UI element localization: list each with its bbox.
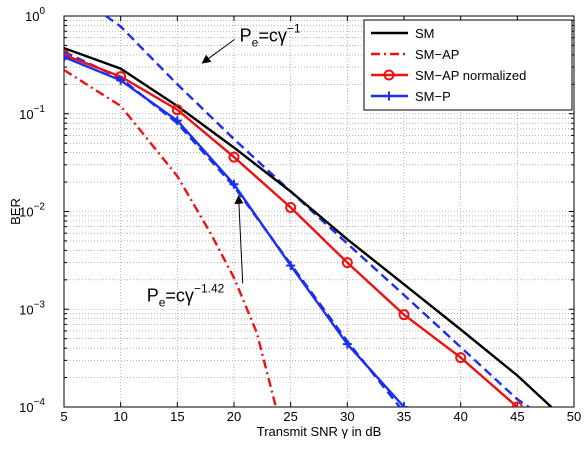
x-tick-label: 15 xyxy=(170,409,184,424)
y-tick-label: 10−4 xyxy=(19,397,45,415)
data-point-sm-ap-normalized xyxy=(455,352,467,364)
y-tick-base: 10 xyxy=(19,205,33,220)
data-point-sm-ap-normalized xyxy=(285,201,297,213)
annotation-arrow xyxy=(234,194,244,284)
grid xyxy=(64,16,574,407)
annotation-formula: =cγ xyxy=(165,286,194,306)
annotation-subscript: e xyxy=(159,296,166,310)
data-point-sm-ap-normalized xyxy=(341,257,353,269)
annotation-base: P xyxy=(240,25,252,45)
y-tick-base: 10 xyxy=(19,107,33,122)
y-tick-exponent: −2 xyxy=(34,202,46,213)
y-tick-exponent: 0 xyxy=(39,6,45,17)
reference-dashed-line xyxy=(105,16,532,407)
series-line-sm-ap-normalized xyxy=(64,53,519,407)
x-tick-label: 40 xyxy=(453,409,467,424)
legend-label-sm: SM xyxy=(415,26,435,41)
x-tick-label: 30 xyxy=(340,409,354,424)
data-point-sm-ap-normalized xyxy=(171,104,183,116)
series-line-sm xyxy=(64,46,553,407)
legend-label-sm-ap: SM−AP xyxy=(415,47,459,62)
legend: SM SM−AP SM−AP normalized SM−P xyxy=(363,19,573,111)
data-point-sm-p xyxy=(342,339,352,349)
data-point-sm-ap-normalized xyxy=(511,401,523,407)
legend-label-sm-p: SM−P xyxy=(415,89,451,104)
data-point-sm-ap-normalized xyxy=(398,309,410,321)
annotation-superscript: −1.42 xyxy=(194,282,225,296)
y-tick-label: 10−1 xyxy=(19,104,45,122)
annotation-text: Pe=cγ−1 xyxy=(240,21,301,49)
y-tick-exponent: −4 xyxy=(34,397,46,408)
annotation-superscript: −1 xyxy=(287,21,301,35)
y-tick-label: 10−2 xyxy=(19,202,45,220)
data-point-sm-ap-normalized xyxy=(64,49,70,61)
data-point-sm-p xyxy=(229,179,239,189)
annotation-arrow xyxy=(201,38,235,64)
plot-lines xyxy=(64,16,553,407)
y-tick-base: 10 xyxy=(25,9,39,24)
y-tick-base: 10 xyxy=(19,302,33,317)
y-tick-base: 10 xyxy=(19,400,33,415)
y-tick-label: 100 xyxy=(25,6,45,24)
x-tick-label: 20 xyxy=(227,409,241,424)
data-point-sm-ap-normalized xyxy=(228,151,240,163)
data-point-sm-p xyxy=(399,402,409,407)
data-point-sm-p xyxy=(172,116,182,126)
legend-label-sm-ap-normalized: SM−AP normalized xyxy=(415,68,526,83)
x-tick-label: 45 xyxy=(510,409,524,424)
x-tick-label: 35 xyxy=(397,409,411,424)
legend-marker-sm-ap-normalized xyxy=(383,69,395,81)
x-tick-label: 10 xyxy=(113,409,127,424)
data-point-sm-p xyxy=(286,261,296,271)
annotation-subscript: e xyxy=(252,35,259,49)
data-point-sm-p xyxy=(64,52,69,62)
y-axis-label: BER xyxy=(8,198,23,225)
annotation-text: Pe=cγ−1.42 xyxy=(147,282,225,310)
annotation-formula: =cγ xyxy=(258,25,287,45)
y-tick-label: 10−3 xyxy=(19,299,45,317)
data-point-sm-p xyxy=(116,75,126,85)
axis-ticks xyxy=(63,15,575,408)
y-tick-exponent: −1 xyxy=(34,104,46,115)
x-axis-label: Transmit SNR γ in dB xyxy=(257,424,382,439)
y-tick-exponent: −3 xyxy=(34,299,46,310)
x-tick-label: 50 xyxy=(567,409,581,424)
x-tick-label: 25 xyxy=(283,409,297,424)
annotation-base: P xyxy=(147,286,159,306)
x-tick-label: 5 xyxy=(60,409,67,424)
